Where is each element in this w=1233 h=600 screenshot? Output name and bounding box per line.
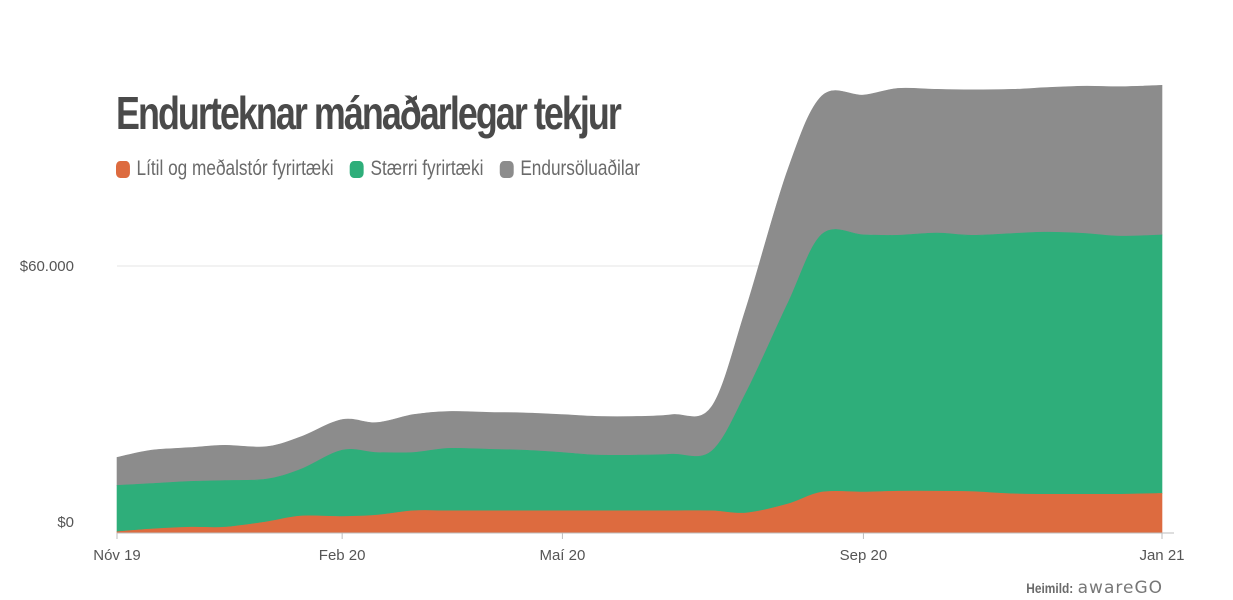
area-stærri-fyrirtæki <box>116 229 1163 533</box>
axes: $0 $60.000 Nóv 19 Feb 20 Maí 20 Sep 20 Jan 21 <box>20 258 1185 564</box>
legend-label: Stærri fyrirtæki <box>370 157 484 180</box>
legend-swatch <box>499 160 514 178</box>
y-tick-label: $0 <box>57 514 74 531</box>
source-credit: Heimild: awareGO <box>1018 578 1163 598</box>
x-tick-label: Jan 21 <box>1139 547 1184 564</box>
legend-item: Lítil og meðalstór fyrirtæki <box>116 157 334 181</box>
x-tick-label: Maí 20 <box>539 547 585 564</box>
awarego-logo: awareGO <box>1077 578 1163 598</box>
chart-title: Endurteknar mánaðarlegar tekjur <box>116 87 622 139</box>
x-tick-label: Nóv 19 <box>93 547 141 564</box>
legend: Lítil og meðalstór fyrirtæki Stærri fyrir… <box>116 157 656 181</box>
area-series <box>116 84 1163 534</box>
legend-item: Endursöluaðilar <box>499 157 640 181</box>
x-tick-label: Feb 20 <box>319 547 366 564</box>
source-label: Heimild: <box>1026 580 1074 596</box>
y-tick-label: $60.000 <box>20 258 74 275</box>
legend-label: Endursöluaðilar <box>520 157 640 180</box>
legend-swatch <box>116 160 130 178</box>
legend-label: Lítil og meðalstór fyrirtæki <box>136 157 334 180</box>
legend-swatch <box>350 160 364 178</box>
x-tick-label: Sep 20 <box>840 547 888 564</box>
legend-item: Stærri fyrirtæki <box>350 157 483 181</box>
